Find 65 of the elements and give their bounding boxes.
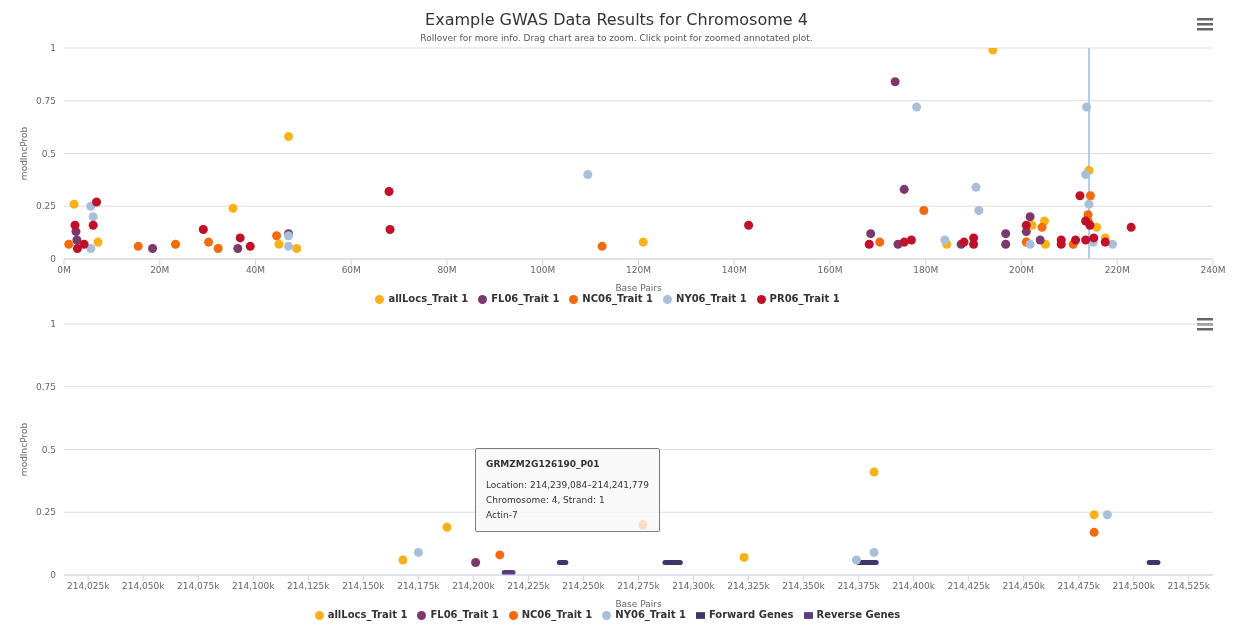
legend-label: FL06_Trait 1 (430, 609, 499, 620)
x-tick-label: 214,200k (452, 581, 496, 592)
y-axis-title: modIncProb (19, 422, 30, 477)
x-tick-label: 214,475k (1057, 581, 1101, 592)
legend-label: NY06_Trait 1 (615, 609, 686, 620)
x-tick-label: 20M (150, 265, 170, 276)
x-tick-label: 160M (817, 265, 843, 276)
y-tick-label: 0.5 (41, 148, 56, 159)
x-tick-label: 214,375k (837, 581, 881, 592)
x-tick-label: 214,250k (562, 581, 606, 592)
chart-title: Example GWAS Data Results for Chromosome 4 (424, 10, 809, 29)
x-tick-label: 220M (1104, 265, 1130, 276)
y-tick-label: 1 (50, 319, 56, 330)
x-tick-label: 214,100k (232, 581, 276, 592)
legend-label: NY06_Trait 1 (676, 293, 747, 304)
x-tick-label: 214,500k (1112, 581, 1156, 592)
annotation: Chromosome: 4, Strand: 1 (486, 494, 606, 507)
annotation: Actin-7 (486, 509, 519, 522)
x-tick-label: 214,450k (1002, 581, 1046, 592)
legend-label: Forward Genes (708, 609, 794, 620)
y-axis-title: modIncProb (19, 126, 30, 181)
x-tick-label: 200M (1009, 265, 1034, 276)
annotation: GRMZM2G126190_P01 (486, 458, 601, 471)
x-tick-label: 40M (245, 265, 266, 276)
x-axis-title: Base Pairs (615, 283, 662, 293)
x-tick-label: 140M (721, 265, 747, 276)
annotation: Location: 214,239,084–214,241,779 (486, 479, 649, 492)
x-tick-label: 214,325k (727, 581, 771, 592)
y-tick-label: 0.75 (35, 95, 56, 106)
y-tick-label: 1 (50, 43, 56, 54)
y-tick-label: 0.75 (35, 381, 56, 392)
legend-label: PR06_Trait 1 (769, 293, 840, 304)
legend-label: NC06_Trait 1 (582, 293, 654, 304)
x-tick-label: 214,525k (1167, 581, 1211, 592)
legend-label: allLocs_Trait 1 (327, 609, 408, 620)
y-tick-label: 0.5 (41, 444, 56, 455)
x-tick-label: 60M (341, 265, 361, 276)
x-tick-label: 214,225k (507, 581, 551, 592)
x-tick-label: 214,350k (782, 581, 826, 592)
x-tick-label: 0M (57, 265, 71, 276)
y-tick-label: 0 (50, 254, 57, 265)
chart-subtitle: Rollover for more info. Drag chart area to zoom. Click point for zoomed annotated plot. (419, 33, 814, 43)
x-tick-label: 120M (626, 265, 651, 276)
x-tick-label: 214,025k (66, 581, 111, 592)
y-tick-label: 0 (50, 570, 57, 581)
x-tick-label: 214,300k (672, 581, 716, 592)
y-tick-label: 0.25 (35, 507, 56, 518)
x-axis-title: Base Pairs (615, 599, 662, 609)
legend-label: FL06_Trait 1 (491, 293, 560, 304)
x-tick-label: 240M (1200, 265, 1226, 276)
legend-label: Reverse Genes (816, 609, 901, 620)
legend-label: allLocs_Trait 1 (388, 293, 469, 304)
x-tick-label: 214,125k (287, 581, 331, 592)
x-tick-label: 214,150k (342, 581, 386, 592)
x-tick-label: 214,050k (122, 581, 166, 592)
x-tick-label: 214,075k (177, 581, 221, 592)
x-tick-label: 100M (530, 265, 556, 276)
x-tick-label: 214,175k (397, 581, 441, 592)
x-tick-label: 80M (437, 265, 457, 276)
x-tick-label: 214,425k (947, 581, 991, 592)
x-tick-label: 214,275k (617, 581, 661, 592)
legend-label: NC06_Trait 1 (521, 609, 593, 620)
y-tick-label: 0.25 (35, 201, 56, 212)
x-tick-label: 180M (913, 265, 939, 276)
x-tick-label: 214,400k (892, 581, 936, 592)
